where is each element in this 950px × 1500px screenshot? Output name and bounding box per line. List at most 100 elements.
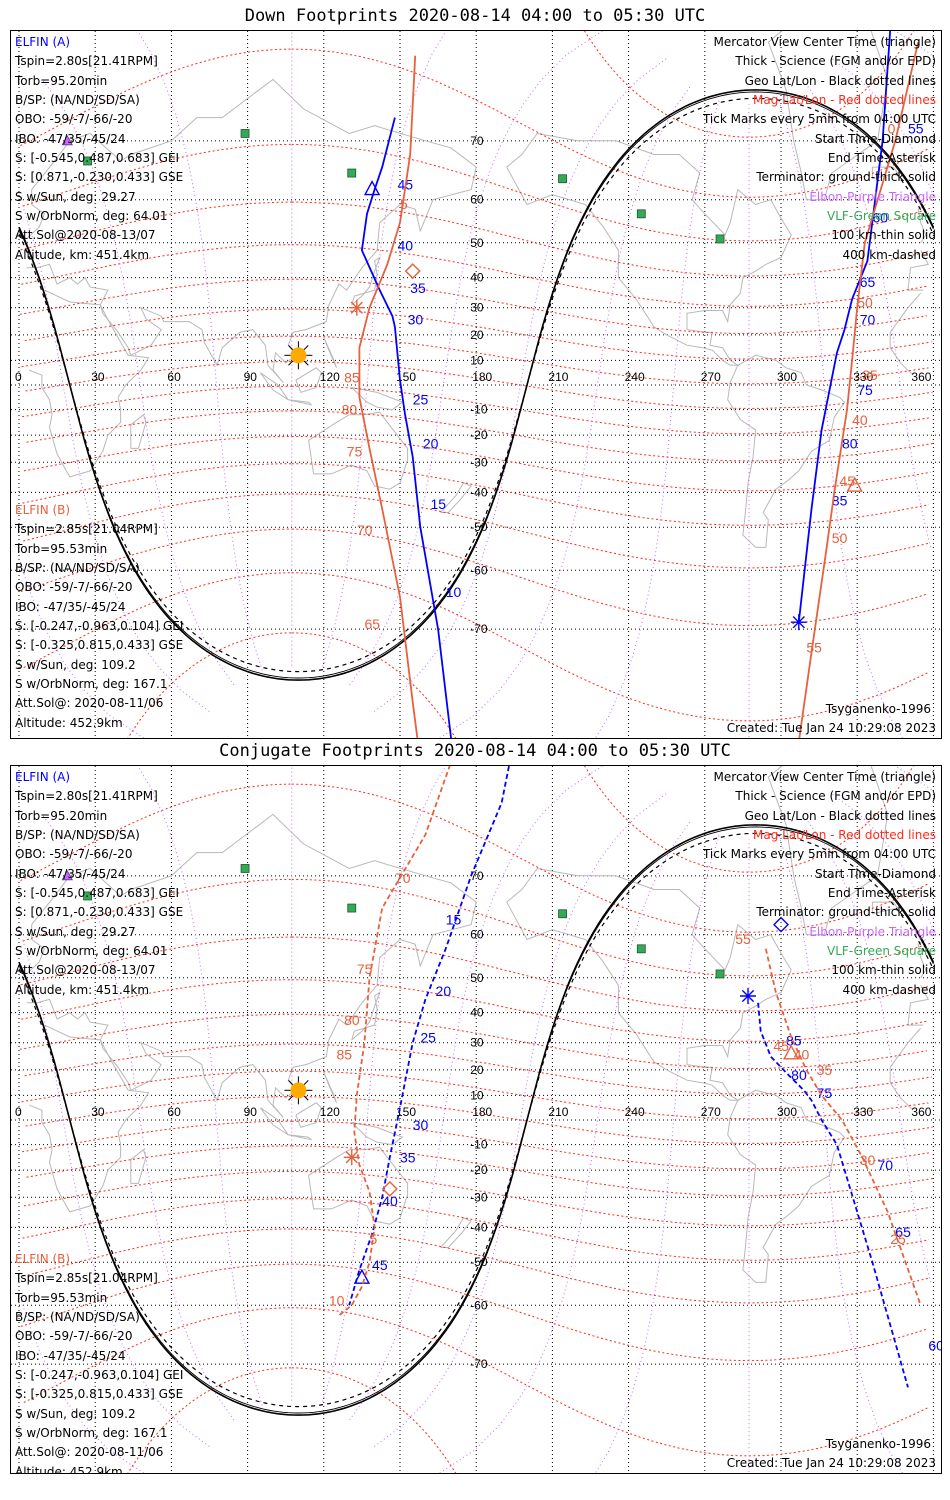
mag-grid-line xyxy=(291,436,931,492)
tick-time-label: 75 xyxy=(817,1085,833,1101)
tick-time-label: 25 xyxy=(890,1231,906,1247)
lat-tick-label: 10 xyxy=(470,353,484,367)
lat-tick-label: 40 xyxy=(470,271,484,285)
elfin-b-line: S w/Sun, deg: 109.2 xyxy=(15,1406,136,1421)
mag-meridian xyxy=(320,766,447,1406)
elbon-site-triangle xyxy=(61,135,73,146)
mag-grid-line xyxy=(127,632,292,738)
end-asterisk xyxy=(741,989,755,1003)
mag-grid-line xyxy=(291,1145,934,1197)
mag-grid-line xyxy=(291,632,457,738)
legend-line: End Time-Asterisk xyxy=(827,886,936,901)
elfin-b-line: Att.Sol@: 2020-08-11/06 xyxy=(15,696,164,711)
elfin-b-line: Att.Sol@: 2020-08-11/06 xyxy=(15,1445,164,1460)
legend-line: Mag Lat/Lon - Red dotted lines xyxy=(752,828,936,843)
legend-line: Tick Marks every 5min from 04:00 UTC xyxy=(702,112,936,127)
mag-grid-line xyxy=(23,436,292,472)
mag-grid-line xyxy=(22,143,292,207)
track-b-layer: 70 75 80 85 5 10 xyxy=(329,766,451,1317)
coastline xyxy=(889,332,914,376)
mag-grid-line xyxy=(23,1171,292,1207)
mag-grid-line xyxy=(291,1013,927,1069)
mag-meridian xyxy=(748,104,750,738)
mag-grid-line xyxy=(291,783,929,933)
legend-line: VLF-Green Square xyxy=(827,209,936,224)
elfin-a-line: B/SP: (NA/ND/SD/SA) xyxy=(15,93,140,108)
elfin-a-line: IBO: -47/35/-45/24 xyxy=(15,131,126,146)
legend-line: VLF-Green Square xyxy=(827,944,936,959)
lat-tick-label: -10 xyxy=(470,403,488,417)
terminator-line xyxy=(18,91,934,679)
legend-line: 400 km-dashed xyxy=(842,247,936,262)
center-triangle xyxy=(846,476,863,492)
mag-meridian xyxy=(438,84,692,738)
mag-grid-line xyxy=(291,244,929,307)
mag-grid-line xyxy=(21,1070,292,1103)
lon-tick-label: 180 xyxy=(472,1105,492,1119)
tick-time-label: 75 xyxy=(857,382,873,398)
tick-time-label: 85 xyxy=(832,493,848,509)
tick-time-label: 10 xyxy=(329,1292,345,1308)
vlf-site-square xyxy=(715,234,725,244)
coastline xyxy=(29,289,150,478)
legend-line: 100 km-thin solid xyxy=(831,228,936,243)
elfin-b-line: Altitude: 452.9km xyxy=(15,1464,123,1474)
lon-tick-label: 210 xyxy=(548,370,568,384)
start-diamond xyxy=(381,1180,398,1197)
terminator-line xyxy=(18,97,934,673)
vlf-site-square xyxy=(347,903,357,913)
created-label: Created: Tue Jan 24 10:29:08 2023 xyxy=(726,1456,936,1470)
vlf-site-square xyxy=(636,209,646,219)
mag-grid-line xyxy=(291,936,929,1012)
elfin-a-line: Altitude, km: 451.4km xyxy=(15,982,150,997)
mag-grid-line xyxy=(291,572,930,722)
mag-grid-line xyxy=(26,410,292,443)
elfin-b-line: OBO: -59/-7/-66/-20 xyxy=(15,1329,133,1344)
panel-title-conjugate: Conjugate Footprints 2020-08-14 04:00 to… xyxy=(219,741,731,761)
elfin-b-line: Tspin=2.85s[21.04RPM] xyxy=(15,1271,158,1286)
elfin-a-info-conjugate: ELFIN (A) Tspin=2.80s[21.41RPM] Torb=95.… xyxy=(15,768,183,1000)
coastline xyxy=(29,1024,150,1213)
tick-time-label: 5 xyxy=(370,1231,378,1247)
tick-time-label: 85 xyxy=(786,1033,802,1049)
footprint-track xyxy=(358,55,419,738)
coastline xyxy=(889,292,922,333)
mag-grid-line xyxy=(291,878,931,977)
lon-tick-label: 60 xyxy=(167,370,181,384)
legend-line: 100 km-thin solid xyxy=(831,963,936,978)
mercator-map-conjugate: 0 30 60 90 120 150 180 210 240 270 300 330 360 70 60 50… xyxy=(11,766,941,1473)
mag-grid-line xyxy=(291,1263,928,1362)
tick-time-label: 80 xyxy=(791,1067,807,1083)
mag-grid-line xyxy=(21,979,292,1020)
legend-line: Mercator View Center Time (triangle) xyxy=(713,35,936,49)
tick-time-label: 30 xyxy=(860,1152,876,1168)
lon-tick-label: 180 xyxy=(472,370,492,384)
vlf-site-square xyxy=(240,864,250,873)
mag-grid-line xyxy=(23,493,292,542)
tick-time-label: 80 xyxy=(342,402,358,418)
mag-grid-line xyxy=(20,783,292,882)
map-frame-down: 0 30 60 90 120 150 180 210 240 270 300 330 360 70 60 50… xyxy=(10,30,942,739)
sun-disk xyxy=(290,347,307,364)
terminator-line xyxy=(18,832,934,1408)
tick-time-label: 5 xyxy=(400,196,408,212)
mag-grid-line xyxy=(291,48,929,198)
mag-meridian-layer xyxy=(19,31,933,738)
end-asterisk xyxy=(350,301,363,314)
elfin-b-line: Torb=95.53min xyxy=(15,541,108,556)
coastline xyxy=(907,250,930,291)
legend-line: Geo Lat/Lon - Black dotted lines xyxy=(744,73,936,88)
elfin-a-info-down: ELFIN (A) Tspin=2.80s[21.41RPM] Torb=95.… xyxy=(15,33,183,265)
legend-line: Terminator: ground-thick solid xyxy=(756,905,936,920)
tick-time-label: 40 xyxy=(852,412,868,428)
vlf-site-square xyxy=(347,168,357,178)
mag-meridian xyxy=(291,766,293,1401)
terminator-layer xyxy=(18,89,935,681)
elfin-b-line: S w/OrbNorm, deg: 167.1 xyxy=(15,677,168,692)
elfin-a-line: Torb=95.20min xyxy=(15,73,108,88)
lat-tick-label: 40 xyxy=(470,1006,484,1020)
elfin-b-line: Torb=95.53min xyxy=(15,1290,108,1305)
track-a2-layer: 85 80 75 70 65 60 xyxy=(739,916,941,1388)
tick-time-label: 15 xyxy=(446,912,462,928)
